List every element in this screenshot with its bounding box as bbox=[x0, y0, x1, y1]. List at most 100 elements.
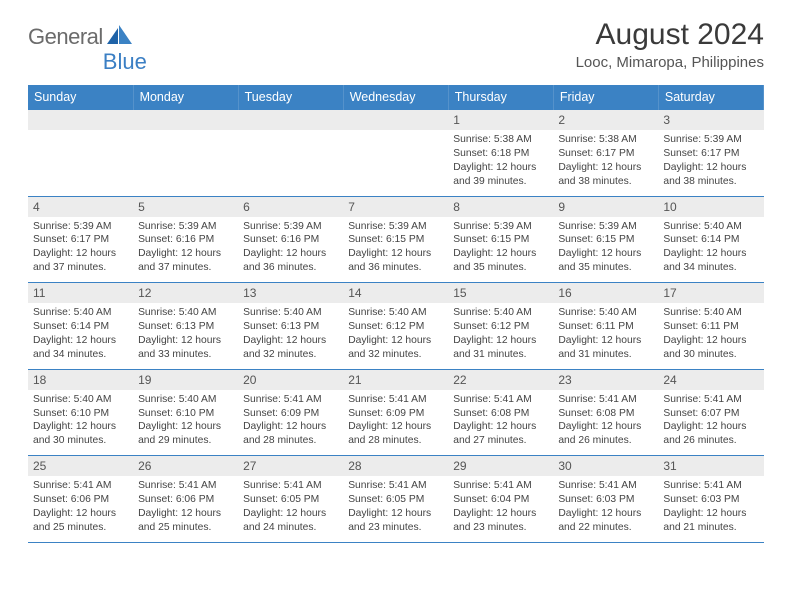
calendar-day-cell: 2Sunrise: 5:38 AMSunset: 6:17 PMDaylight… bbox=[553, 110, 658, 197]
calendar-day-cell: 20Sunrise: 5:41 AMSunset: 6:09 PMDayligh… bbox=[238, 369, 343, 456]
sunrise-text: Sunrise: 5:39 AM bbox=[138, 220, 233, 234]
sunset-text: Sunset: 6:12 PM bbox=[453, 320, 548, 334]
sunrise-text: Sunrise: 5:41 AM bbox=[348, 479, 443, 493]
daylight-text: Daylight: 12 hours and 24 minutes. bbox=[243, 507, 338, 535]
location-text: Looc, Mimaropa, Philippines bbox=[576, 54, 764, 71]
daylight-text: Daylight: 12 hours and 38 minutes. bbox=[663, 161, 758, 189]
day-number: 31 bbox=[658, 456, 763, 476]
calendar-day-cell: 15Sunrise: 5:40 AMSunset: 6:12 PMDayligh… bbox=[448, 283, 553, 370]
sunset-text: Sunset: 6:11 PM bbox=[663, 320, 758, 334]
day-header-tuesday: Tuesday bbox=[238, 85, 343, 110]
day-content: Sunrise: 5:38 AMSunset: 6:18 PMDaylight:… bbox=[448, 130, 553, 196]
empty-day-number bbox=[238, 110, 343, 130]
sunset-text: Sunset: 6:11 PM bbox=[558, 320, 653, 334]
day-number: 23 bbox=[553, 370, 658, 390]
daylight-text: Daylight: 12 hours and 32 minutes. bbox=[243, 334, 338, 362]
sunset-text: Sunset: 6:03 PM bbox=[663, 493, 758, 507]
daylight-text: Daylight: 12 hours and 32 minutes. bbox=[348, 334, 443, 362]
day-content: Sunrise: 5:40 AMSunset: 6:12 PMDaylight:… bbox=[343, 303, 448, 369]
day-content: Sunrise: 5:41 AMSunset: 6:05 PMDaylight:… bbox=[238, 476, 343, 542]
daylight-text: Daylight: 12 hours and 22 minutes. bbox=[558, 507, 653, 535]
daylight-text: Daylight: 12 hours and 26 minutes. bbox=[558, 420, 653, 448]
calendar-day-cell: 18Sunrise: 5:40 AMSunset: 6:10 PMDayligh… bbox=[28, 369, 133, 456]
calendar-week-row: 4Sunrise: 5:39 AMSunset: 6:17 PMDaylight… bbox=[28, 196, 764, 283]
calendar-day-cell: 22Sunrise: 5:41 AMSunset: 6:08 PMDayligh… bbox=[448, 369, 553, 456]
day-content: Sunrise: 5:39 AMSunset: 6:16 PMDaylight:… bbox=[133, 217, 238, 283]
calendar-day-cell: 11Sunrise: 5:40 AMSunset: 6:14 PMDayligh… bbox=[28, 283, 133, 370]
sunset-text: Sunset: 6:06 PM bbox=[33, 493, 128, 507]
calendar-week-row: 11Sunrise: 5:40 AMSunset: 6:14 PMDayligh… bbox=[28, 283, 764, 370]
sunrise-text: Sunrise: 5:40 AM bbox=[138, 306, 233, 320]
day-content: Sunrise: 5:41 AMSunset: 6:07 PMDaylight:… bbox=[658, 390, 763, 456]
sunrise-text: Sunrise: 5:39 AM bbox=[33, 220, 128, 234]
month-title: August 2024 bbox=[576, 18, 764, 52]
daylight-text: Daylight: 12 hours and 21 minutes. bbox=[663, 507, 758, 535]
day-content: Sunrise: 5:40 AMSunset: 6:11 PMDaylight:… bbox=[553, 303, 658, 369]
sunrise-text: Sunrise: 5:39 AM bbox=[243, 220, 338, 234]
empty-day-content bbox=[133, 130, 238, 188]
day-content: Sunrise: 5:40 AMSunset: 6:13 PMDaylight:… bbox=[238, 303, 343, 369]
empty-day-content bbox=[238, 130, 343, 188]
logo-sail-icon bbox=[107, 25, 133, 50]
sunset-text: Sunset: 6:16 PM bbox=[243, 233, 338, 247]
day-content: Sunrise: 5:41 AMSunset: 6:06 PMDaylight:… bbox=[133, 476, 238, 542]
day-number: 22 bbox=[448, 370, 553, 390]
sunset-text: Sunset: 6:16 PM bbox=[138, 233, 233, 247]
sunrise-text: Sunrise: 5:41 AM bbox=[243, 393, 338, 407]
sunset-text: Sunset: 6:05 PM bbox=[243, 493, 338, 507]
daylight-text: Daylight: 12 hours and 23 minutes. bbox=[453, 507, 548, 535]
day-content: Sunrise: 5:40 AMSunset: 6:14 PMDaylight:… bbox=[28, 303, 133, 369]
sunrise-text: Sunrise: 5:40 AM bbox=[558, 306, 653, 320]
sunrise-text: Sunrise: 5:41 AM bbox=[453, 479, 548, 493]
logo-text-blue: Blue bbox=[103, 49, 147, 75]
daylight-text: Daylight: 12 hours and 39 minutes. bbox=[453, 161, 548, 189]
sunset-text: Sunset: 6:13 PM bbox=[243, 320, 338, 334]
daylight-text: Daylight: 12 hours and 34 minutes. bbox=[33, 334, 128, 362]
day-content: Sunrise: 5:41 AMSunset: 6:09 PMDaylight:… bbox=[343, 390, 448, 456]
day-number: 17 bbox=[658, 283, 763, 303]
sunset-text: Sunset: 6:08 PM bbox=[558, 407, 653, 421]
logo: General bbox=[28, 24, 135, 50]
calendar-day-cell: 17Sunrise: 5:40 AMSunset: 6:11 PMDayligh… bbox=[658, 283, 763, 370]
day-content: Sunrise: 5:41 AMSunset: 6:06 PMDaylight:… bbox=[28, 476, 133, 542]
daylight-text: Daylight: 12 hours and 30 minutes. bbox=[663, 334, 758, 362]
sunset-text: Sunset: 6:17 PM bbox=[663, 147, 758, 161]
day-content: Sunrise: 5:40 AMSunset: 6:10 PMDaylight:… bbox=[28, 390, 133, 456]
day-content: Sunrise: 5:40 AMSunset: 6:10 PMDaylight:… bbox=[133, 390, 238, 456]
daylight-text: Daylight: 12 hours and 35 minutes. bbox=[453, 247, 548, 275]
day-number: 10 bbox=[658, 197, 763, 217]
day-number: 4 bbox=[28, 197, 133, 217]
calendar-day-cell: 27Sunrise: 5:41 AMSunset: 6:05 PMDayligh… bbox=[238, 456, 343, 543]
sunset-text: Sunset: 6:04 PM bbox=[453, 493, 548, 507]
sunrise-text: Sunrise: 5:41 AM bbox=[663, 479, 758, 493]
sunrise-text: Sunrise: 5:41 AM bbox=[348, 393, 443, 407]
calendar-day-cell: 1Sunrise: 5:38 AMSunset: 6:18 PMDaylight… bbox=[448, 110, 553, 197]
calendar-day-cell bbox=[343, 110, 448, 197]
day-content: Sunrise: 5:41 AMSunset: 6:05 PMDaylight:… bbox=[343, 476, 448, 542]
sunset-text: Sunset: 6:08 PM bbox=[453, 407, 548, 421]
daylight-text: Daylight: 12 hours and 34 minutes. bbox=[663, 247, 758, 275]
day-content: Sunrise: 5:39 AMSunset: 6:15 PMDaylight:… bbox=[343, 217, 448, 283]
day-content: Sunrise: 5:39 AMSunset: 6:15 PMDaylight:… bbox=[553, 217, 658, 283]
day-number: 30 bbox=[553, 456, 658, 476]
calendar-day-cell: 7Sunrise: 5:39 AMSunset: 6:15 PMDaylight… bbox=[343, 196, 448, 283]
sunrise-text: Sunrise: 5:38 AM bbox=[453, 133, 548, 147]
sunrise-text: Sunrise: 5:40 AM bbox=[243, 306, 338, 320]
sunset-text: Sunset: 6:07 PM bbox=[663, 407, 758, 421]
day-header-friday: Friday bbox=[553, 85, 658, 110]
sunrise-text: Sunrise: 5:41 AM bbox=[663, 393, 758, 407]
day-content: Sunrise: 5:41 AMSunset: 6:08 PMDaylight:… bbox=[448, 390, 553, 456]
day-number: 25 bbox=[28, 456, 133, 476]
day-number: 14 bbox=[343, 283, 448, 303]
sunset-text: Sunset: 6:10 PM bbox=[33, 407, 128, 421]
sunset-text: Sunset: 6:15 PM bbox=[348, 233, 443, 247]
calendar-day-cell: 6Sunrise: 5:39 AMSunset: 6:16 PMDaylight… bbox=[238, 196, 343, 283]
sunrise-text: Sunrise: 5:41 AM bbox=[138, 479, 233, 493]
sunrise-text: Sunrise: 5:41 AM bbox=[558, 393, 653, 407]
day-number: 24 bbox=[658, 370, 763, 390]
calendar-day-cell: 8Sunrise: 5:39 AMSunset: 6:15 PMDaylight… bbox=[448, 196, 553, 283]
calendar-day-cell bbox=[238, 110, 343, 197]
empty-day-number bbox=[133, 110, 238, 130]
sunrise-text: Sunrise: 5:41 AM bbox=[453, 393, 548, 407]
day-number: 7 bbox=[343, 197, 448, 217]
